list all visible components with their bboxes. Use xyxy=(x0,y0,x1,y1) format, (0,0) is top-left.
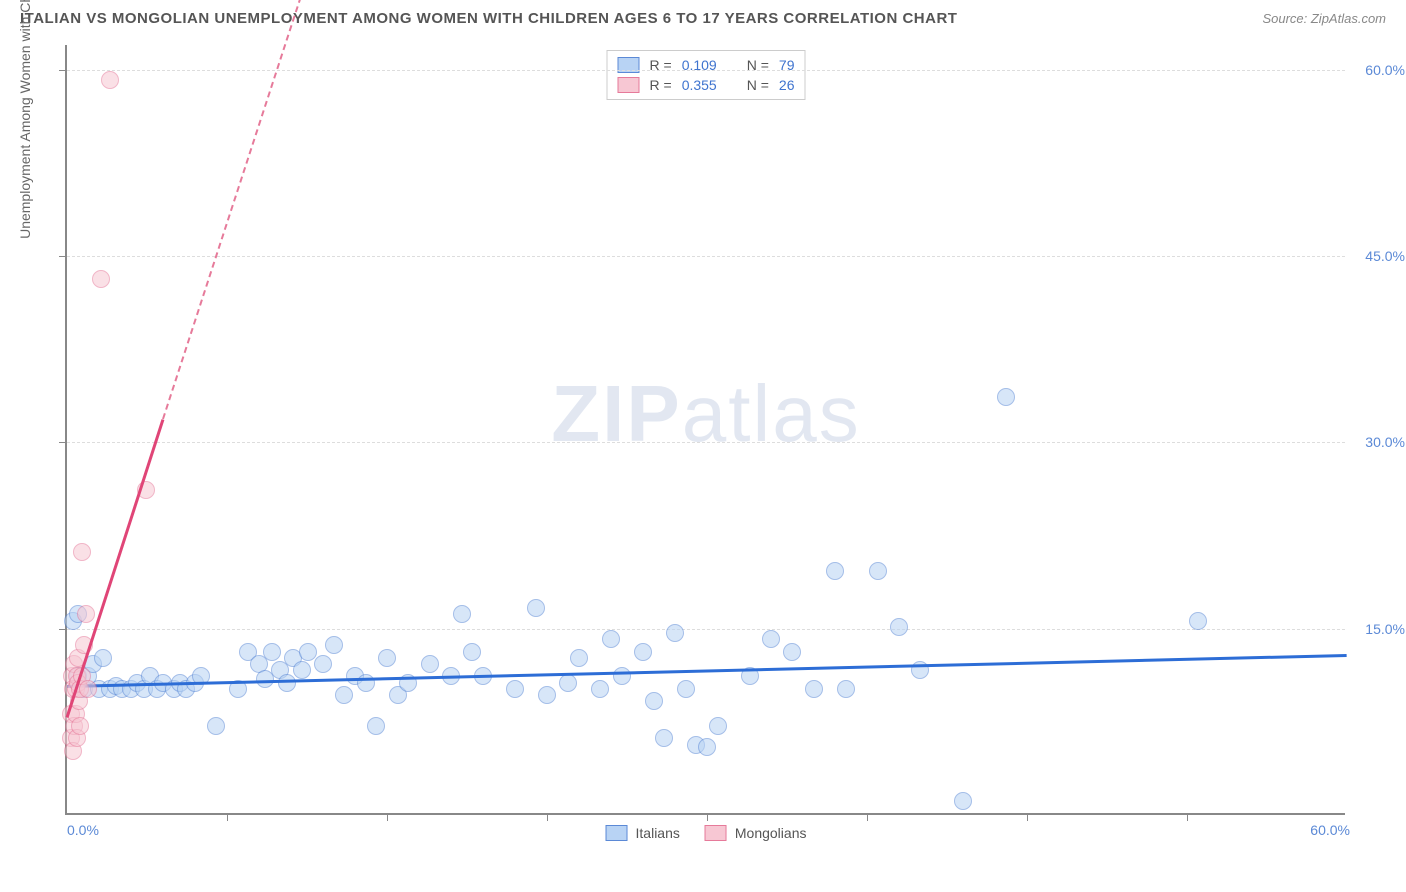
y-tick-label: 60.0% xyxy=(1365,62,1405,78)
data-point xyxy=(634,643,652,661)
watermark-right: atlas xyxy=(682,369,861,458)
y-tick xyxy=(59,256,67,257)
source-label: Source: ZipAtlas.com xyxy=(1262,11,1386,26)
x-tick xyxy=(1027,813,1028,821)
legend-swatch xyxy=(705,825,727,841)
data-point xyxy=(591,680,609,698)
data-point xyxy=(1189,612,1207,630)
data-point xyxy=(506,680,524,698)
data-point xyxy=(613,667,631,685)
data-point xyxy=(314,655,332,673)
legend-series: Italians Mongolians xyxy=(606,825,807,841)
data-point xyxy=(655,729,673,747)
data-point xyxy=(73,543,91,561)
data-point xyxy=(645,692,663,710)
x-tick xyxy=(547,813,548,821)
data-point xyxy=(602,630,620,648)
legend-label: Italians xyxy=(636,825,680,841)
y-tick-label: 15.0% xyxy=(1365,621,1405,637)
legend-row: R =0.109N =79 xyxy=(618,55,795,75)
y-tick xyxy=(59,70,67,71)
y-tick-label: 45.0% xyxy=(1365,248,1405,264)
data-point xyxy=(570,649,588,667)
data-point xyxy=(463,643,481,661)
data-point xyxy=(677,680,695,698)
x-tick xyxy=(707,813,708,821)
data-point xyxy=(71,717,89,735)
watermark: ZIPatlas xyxy=(551,368,860,460)
data-point xyxy=(709,717,727,735)
data-point xyxy=(367,717,385,735)
x-tick xyxy=(227,813,228,821)
data-point xyxy=(335,686,353,704)
legend-item: Mongolians xyxy=(705,825,807,841)
x-tick xyxy=(867,813,868,821)
data-point xyxy=(826,562,844,580)
header: ITALIAN VS MONGOLIAN UNEMPLOYMENT AMONG … xyxy=(0,0,1406,32)
legend-r-label: R = xyxy=(650,77,672,93)
data-point xyxy=(997,388,1015,406)
legend-n-value: 26 xyxy=(779,77,795,93)
y-axis-label: Unemployment Among Women with Children A… xyxy=(17,0,33,239)
data-point xyxy=(805,680,823,698)
legend-n-label: N = xyxy=(747,77,769,93)
data-point xyxy=(92,270,110,288)
data-point xyxy=(263,643,281,661)
legend-correlation: R =0.109N =79 R = 0.355 N = 26 xyxy=(607,50,806,100)
data-point xyxy=(77,605,95,623)
watermark-left: ZIP xyxy=(551,369,681,458)
grid-line xyxy=(67,629,1345,630)
legend-label: Mongolians xyxy=(735,825,807,841)
data-point xyxy=(293,661,311,679)
legend-row: R = 0.355 N = 26 xyxy=(618,75,795,95)
x-tick xyxy=(1187,813,1188,821)
legend-swatch xyxy=(606,825,628,841)
legend-item: Italians xyxy=(606,825,680,841)
data-point xyxy=(79,680,97,698)
data-point xyxy=(94,649,112,667)
data-point xyxy=(357,674,375,692)
legend-swatch xyxy=(618,77,640,93)
grid-line xyxy=(67,256,1345,257)
data-point xyxy=(207,717,225,735)
plot-area: ZIPatlas 0.0% 60.0% R =0.109N =79R =0.35… xyxy=(65,45,1345,815)
data-point xyxy=(538,686,556,704)
data-point xyxy=(325,636,343,654)
y-tick xyxy=(59,629,67,630)
data-point xyxy=(837,680,855,698)
data-point xyxy=(869,562,887,580)
legend-r-value: 0.355 xyxy=(682,77,717,93)
data-point xyxy=(299,643,317,661)
data-point xyxy=(890,618,908,636)
trend-line xyxy=(162,0,367,419)
x-tick xyxy=(387,813,388,821)
data-point xyxy=(378,649,396,667)
data-point xyxy=(421,655,439,673)
data-point xyxy=(453,605,471,623)
data-point xyxy=(762,630,780,648)
data-point xyxy=(101,71,119,89)
grid-line xyxy=(67,442,1345,443)
chart-container: Unemployment Among Women with Children A… xyxy=(55,45,1345,815)
y-tick xyxy=(59,442,67,443)
data-point xyxy=(783,643,801,661)
y-tick-label: 30.0% xyxy=(1365,434,1405,450)
grid-line xyxy=(67,70,1345,71)
x-axis-max-label: 60.0% xyxy=(1310,822,1350,838)
chart-title: ITALIAN VS MONGOLIAN UNEMPLOYMENT AMONG … xyxy=(20,10,957,27)
data-point xyxy=(954,792,972,810)
data-point xyxy=(559,674,577,692)
data-point xyxy=(698,738,716,756)
x-axis-min-label: 0.0% xyxy=(67,822,99,838)
data-point xyxy=(527,599,545,617)
data-point xyxy=(666,624,684,642)
